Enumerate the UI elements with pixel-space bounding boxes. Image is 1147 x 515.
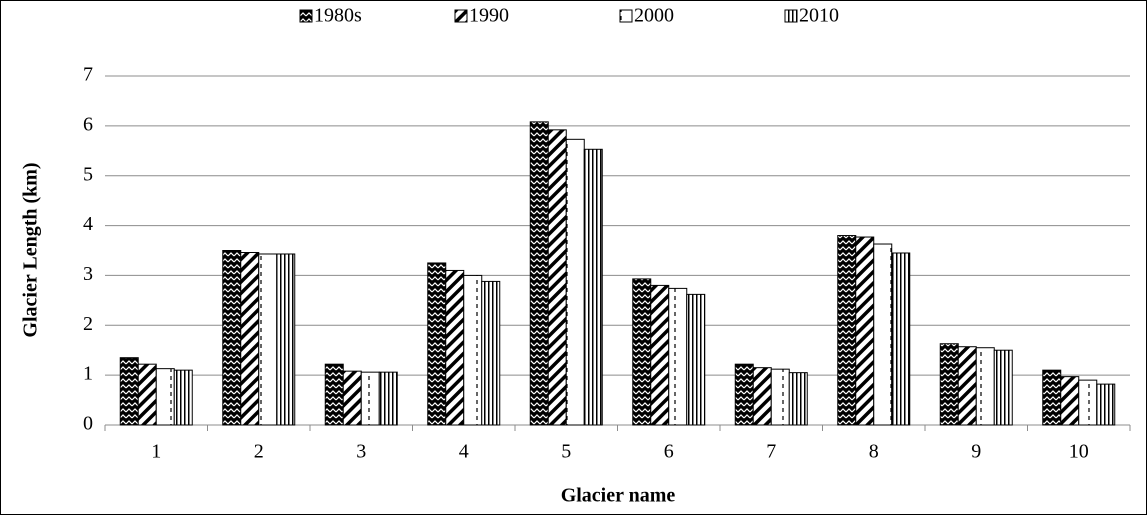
x-tick-label: 2	[254, 441, 264, 463]
bar	[1060, 376, 1080, 426]
y-tick-label: 3	[83, 263, 93, 285]
x-tick-label: 1	[151, 441, 161, 463]
bar	[463, 274, 483, 426]
bar	[873, 243, 893, 426]
y-tick-label: 7	[83, 64, 93, 86]
bar	[445, 269, 465, 426]
legend-label: 2000	[634, 5, 674, 27]
x-axis-label: Glacier name	[561, 485, 676, 507]
bar	[1042, 369, 1062, 426]
bar	[855, 236, 875, 426]
bar	[119, 357, 139, 426]
bar	[668, 287, 688, 426]
bar	[155, 368, 175, 426]
bar	[547, 129, 567, 426]
bar	[837, 235, 857, 426]
y-tick-label: 6	[83, 113, 93, 135]
bar	[734, 363, 754, 426]
y-tick-label: 2	[83, 313, 93, 335]
x-tick-label: 9	[971, 441, 981, 463]
bar	[481, 280, 501, 426]
y-tick-label: 4	[83, 213, 93, 235]
bar	[276, 253, 296, 426]
bar	[173, 369, 193, 426]
bar	[137, 363, 157, 426]
x-tick-label: 7	[766, 441, 776, 463]
bar	[891, 252, 911, 426]
bar	[1078, 379, 1098, 426]
legend-swatch	[619, 9, 633, 23]
y-tick-label: 0	[83, 413, 93, 435]
legend-label: 1990	[469, 5, 509, 27]
bar	[770, 368, 790, 426]
legend-label: 2010	[799, 5, 839, 27]
bar	[957, 346, 977, 426]
x-tick-label: 4	[459, 441, 469, 463]
bar	[788, 372, 808, 426]
bar	[529, 121, 549, 426]
bar	[222, 250, 242, 426]
bar	[939, 343, 959, 426]
bar	[632, 278, 652, 426]
bar	[342, 370, 362, 426]
bar	[324, 363, 344, 426]
x-tick-label: 8	[869, 441, 879, 463]
bar	[583, 148, 603, 426]
bar	[258, 253, 278, 426]
legend-swatch	[299, 9, 313, 23]
legend-label: 1980s	[314, 5, 362, 27]
bar	[427, 262, 447, 426]
bar	[240, 251, 260, 426]
y-tick-label: 1	[83, 363, 93, 385]
x-tick-label: 10	[1069, 441, 1089, 463]
x-tick-label: 3	[356, 441, 366, 463]
legend-swatch	[784, 9, 798, 23]
y-tick-label: 5	[83, 163, 93, 185]
y-axis-label: Glacier Length (km)	[20, 162, 42, 337]
bar	[993, 349, 1013, 426]
legend-swatch	[454, 9, 468, 23]
bar	[565, 138, 585, 426]
bar	[1096, 383, 1116, 426]
bar	[686, 293, 706, 426]
bar	[975, 347, 995, 426]
bar	[752, 367, 772, 426]
bar	[378, 371, 398, 426]
bar	[650, 284, 670, 426]
bar	[360, 371, 380, 426]
x-tick-label: 5	[561, 441, 571, 463]
x-tick-label: 6	[664, 441, 674, 463]
